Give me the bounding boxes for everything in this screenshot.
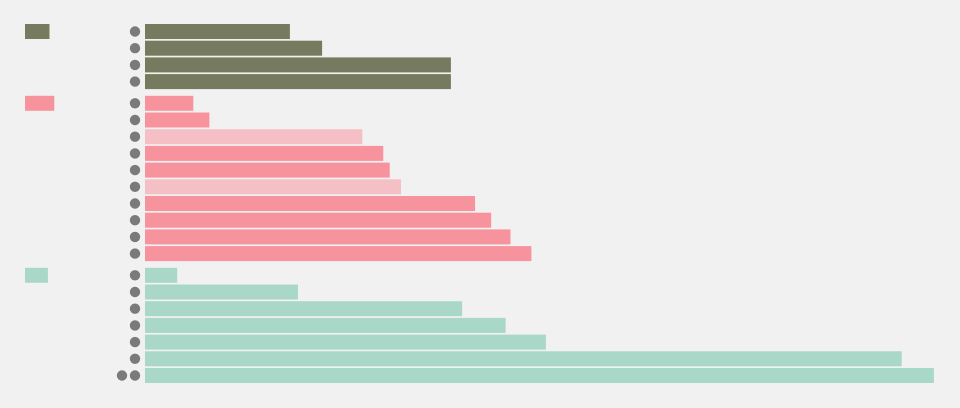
bar-g2-4 [145, 145, 384, 161]
marker-dot-g3-1-1 [129, 270, 141, 281]
bar-g2-6 [145, 179, 401, 195]
group-swatch-3 [25, 267, 48, 283]
marker-dot-g3-3-1 [129, 303, 141, 314]
bar-g3-3 [145, 301, 463, 317]
bar-g1-2 [145, 40, 323, 56]
bar-g1-3 [145, 57, 451, 73]
marker-dot-g3-4-1 [129, 320, 141, 331]
bar-g2-5 [145, 162, 390, 178]
marker-dot-g1-4-1 [129, 76, 141, 87]
marker-dot-g2-8-1 [129, 215, 141, 226]
marker-dot-g1-3-1 [129, 59, 141, 71]
bar-g2-7 [145, 196, 476, 211]
marker-dot-g2-6-1 [129, 181, 141, 192]
bar-g3-6 [145, 351, 902, 367]
bar-g3-4 [145, 317, 506, 333]
bar-g3-1 [145, 267, 178, 283]
marker-dot-g1-2-1 [129, 43, 141, 54]
marker-dot-g2-9-1 [129, 231, 141, 243]
marker-dot-g2-3-1 [129, 131, 141, 142]
bar-g2-2 [145, 112, 210, 128]
marker-dot-g3-2-1 [129, 286, 141, 298]
bar-g2-1 [145, 95, 194, 111]
marker-dot-g3-7-1 [129, 370, 141, 381]
group-swatch-1 [25, 24, 50, 39]
bar-g2-10 [145, 246, 532, 262]
marker-dot-g2-5-1 [129, 164, 141, 176]
bar-g2-8 [145, 212, 492, 228]
bar-g3-7 [145, 368, 934, 383]
marker-dot-g2-10-1 [129, 248, 141, 259]
marker-dot-g3-6-1 [129, 353, 141, 364]
marker-dot-g2-4-1 [129, 148, 141, 159]
marker-dot-g2-1-1 [129, 98, 141, 109]
marker-dot-g1-1-1 [129, 26, 141, 37]
bar-g3-5 [145, 334, 546, 350]
marker-dot-g2-2-1 [129, 114, 141, 126]
marker-dot-g3-5-1 [129, 336, 141, 348]
bar-g1-4 [145, 74, 451, 90]
group-swatch-2 [25, 95, 55, 111]
marker-dot-g3-7-2 [116, 370, 128, 381]
bar-g2-3 [145, 129, 363, 145]
marker-dot-g2-7-1 [129, 198, 141, 209]
bar-g1-1 [145, 24, 290, 39]
bar-g2-9 [145, 229, 511, 245]
bar-g3-2 [145, 284, 298, 300]
